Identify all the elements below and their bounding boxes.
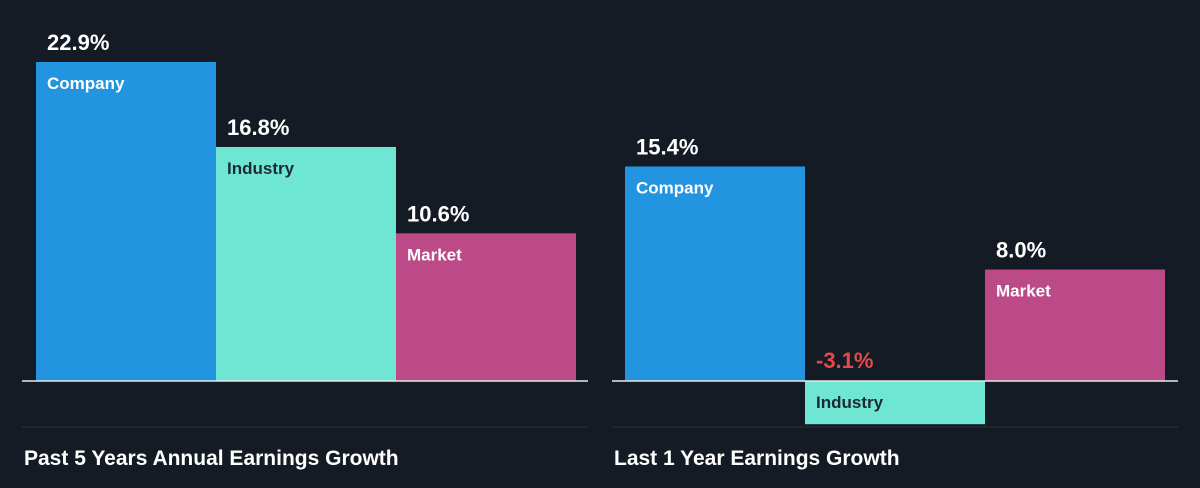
bar-value-label: 15.4% <box>636 134 698 159</box>
bar-value-label: 16.8% <box>227 115 289 140</box>
bar-value-label: 22.9% <box>47 30 109 55</box>
chart-past-5-years: Company 22.9% Industry 16.8% Market 10.6% Past… <box>22 30 588 470</box>
bar-category-label: Company <box>636 178 714 197</box>
bar-industry <box>216 146 396 381</box>
bar-company <box>625 166 805 381</box>
bar-category-label: Industry <box>227 159 295 178</box>
bar-industry <box>805 381 985 425</box>
bar-company <box>36 62 216 381</box>
bar-category-label: Industry <box>816 393 884 412</box>
bar-value-label: 10.6% <box>407 201 469 226</box>
bar-market <box>396 233 576 381</box>
bar-category-label: Market <box>996 282 1051 301</box>
chart-last-1-year: Company 15.4% Industry -3.1% Market 8.0% Last … <box>612 134 1178 470</box>
chart-title: Last 1 Year Earnings Growth <box>614 447 900 470</box>
bar-market <box>985 269 1165 381</box>
chart-title: Past 5 Years Annual Earnings Growth <box>24 447 399 470</box>
bar-value-label: 8.0% <box>996 238 1046 263</box>
bar-category-label: Market <box>407 245 462 264</box>
bar-category-label: Company <box>47 74 125 93</box>
bar-value-label: -3.1% <box>816 348 873 373</box>
